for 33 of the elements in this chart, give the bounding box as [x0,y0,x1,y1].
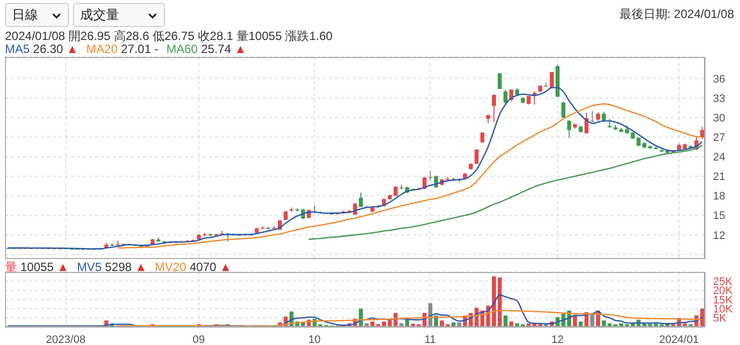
x-tick-label: 2023/08 [46,334,86,345]
text: MV20 [154,260,186,274]
text: 25.74 ▲ [201,42,246,56]
y-tick-label: 12 [713,230,726,242]
y-tick-label: 5K [713,312,728,325]
text: 27.01 - [121,42,158,56]
x-tick-label: 2024/01 [659,334,699,345]
text: MA20 [86,42,118,56]
text: 最後日期: 2024/01/08 [619,6,734,23]
y-tick-label: 15 [713,210,726,222]
y-tick-label: 18 [713,190,726,203]
text: MA5 [5,42,30,56]
dropdown: 成交量 [73,3,165,27]
annotation: 5298 ▲ [104,260,147,274]
y-tick-label: 33 [713,92,726,105]
y-tick-label: 27 [713,132,726,144]
x-tick-label: 10 [308,334,321,345]
text: 26.30 ▲ [33,42,78,56]
annotation: 4070 ▲ [190,260,232,274]
text: 量 [5,260,17,274]
x-tick-label: 11 [424,334,436,345]
y-tick-label: 36 [713,73,726,86]
text: MV5 [76,260,102,274]
y-tick-label: 21 [713,171,726,184]
text: MA60 [166,42,198,56]
dropdown: 日線 [5,3,69,27]
text: 2024/01/08 開26.95 高28.6 低26.75 收28.1 量10055 漲跌1.60 [5,28,333,44]
y-tick-label: 30 [713,112,726,125]
y-tick-label: 15K [713,294,734,306]
x-tick-label: 09 [192,334,205,345]
x-tick-label: 12 [551,334,564,345]
y-tick-label: 24 [713,152,726,164]
annotation: 10055 ▲ [20,260,69,274]
